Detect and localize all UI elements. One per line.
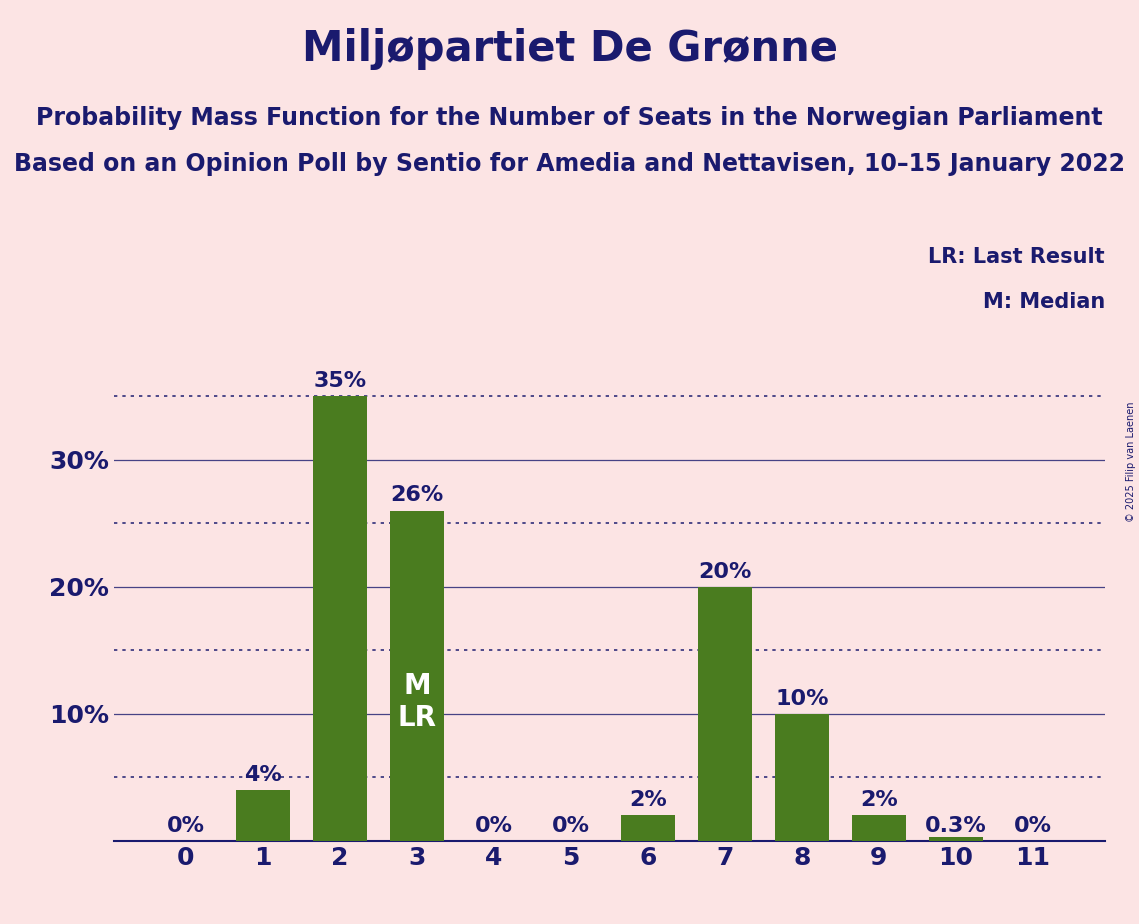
Bar [621,816,674,841]
Text: © 2025 Filip van Laenen: © 2025 Filip van Laenen [1126,402,1136,522]
Text: 2%: 2% [629,790,666,810]
Bar [236,790,289,841]
Text: Probability Mass Function for the Number of Seats in the Norwegian Parliament: Probability Mass Function for the Number… [36,106,1103,130]
Text: 0%: 0% [167,816,205,835]
Text: 2%: 2% [860,790,898,810]
Text: 0%: 0% [475,816,513,835]
Bar [313,396,367,841]
Bar [698,587,752,841]
Text: Based on an Opinion Poll by Sentio for Amedia and Nettavisen, 10–15 January 2022: Based on an Opinion Poll by Sentio for A… [14,152,1125,176]
Text: 10%: 10% [776,688,828,709]
Text: 26%: 26% [391,485,443,505]
Text: M
LR: M LR [398,672,436,733]
Bar [390,510,444,841]
Bar [929,837,983,841]
Text: 0%: 0% [1014,816,1051,835]
Text: 35%: 35% [313,371,367,391]
Text: 0%: 0% [552,816,590,835]
Text: 0.3%: 0.3% [925,816,986,835]
Text: 4%: 4% [244,765,281,785]
Text: Miljøpartiet De Grønne: Miljøpartiet De Grønne [302,28,837,69]
Text: 20%: 20% [698,562,752,582]
Text: LR: Last Result: LR: Last Result [928,247,1105,267]
Text: M: Median: M: Median [983,292,1105,312]
Bar [852,816,906,841]
Bar [775,713,829,841]
